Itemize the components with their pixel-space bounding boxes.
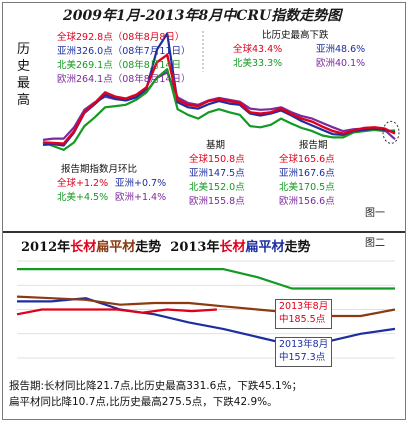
cru-index-plot xyxy=(42,31,400,151)
side-label-char-3: 最 xyxy=(17,76,31,91)
peak-asia: 亚洲326.0点（08年7月11日） xyxy=(57,46,191,57)
mom-global: 全球+1.2% xyxy=(57,178,109,189)
base-europe: 欧洲155.8点 xyxy=(189,196,245,207)
steel-series-line-2 xyxy=(16,295,396,318)
decline-europe: 欧洲40.1% xyxy=(316,58,366,69)
steel-trend-chart: 2012年长材扁平材走势 2013年长材扁平材走势 图二 2013年8月 中18… xyxy=(3,233,405,419)
peak-europe: 欧洲264.1点（08年8月14日） xyxy=(57,74,191,85)
cru-chart-title: 2009年1月-2013年8月中CRU指数走势图 xyxy=(63,8,342,24)
report-global: 全球165.6点 xyxy=(279,154,335,165)
base-period-title: 基期 xyxy=(206,140,226,151)
report-asia: 亚洲167.6点 xyxy=(279,168,335,179)
steel-series-line-3 xyxy=(16,308,217,316)
figure-tag-2: 图二 xyxy=(365,238,385,249)
report-period-title: 报告期 xyxy=(299,140,328,151)
report-note-line-2: 扁平材同比降10.7点,比历史最高275.5点，下跌42.9%。 xyxy=(9,396,278,408)
decline-global: 全球43.4% xyxy=(233,44,283,55)
cru-index-chart: 2009年1月-2013年8月中CRU指数走势图 历 史 最 高 全球292.8… xyxy=(3,3,405,231)
side-label-char-1: 历 xyxy=(17,42,31,57)
cru-series-line-0 xyxy=(42,53,396,145)
base-asia: 亚洲147.5点 xyxy=(189,168,245,179)
side-label-char-4: 高 xyxy=(17,93,31,108)
mom-asia: 亚洲+0.7% xyxy=(115,178,167,189)
peak-global: 全球292.8点（08年8月8日） xyxy=(57,32,185,43)
base-north-america: 北美152.0点 xyxy=(189,182,245,193)
decline-asia: 亚洲48.6% xyxy=(316,44,366,55)
report-note-line-1: 报告期:长材同比降21.7点,比历史最高331.6点，下跌45.1%； xyxy=(9,380,303,392)
report-north-america: 北美170.5点 xyxy=(279,182,335,193)
cru-series-line-1 xyxy=(42,32,396,147)
cru-series-line-2 xyxy=(42,68,396,151)
report-europe: 欧洲156.6点 xyxy=(279,196,335,207)
decline-north-america: 北美33.3% xyxy=(233,58,283,69)
mom-north-america: 北美+4.5% xyxy=(57,192,109,203)
current-point-marker xyxy=(382,120,400,144)
callout-long-product: 2013年8月 中185.5点 xyxy=(275,299,333,329)
figure-tag-1: 图一 xyxy=(365,208,385,219)
mom-europe: 欧洲+1.4% xyxy=(115,192,167,203)
callout-flat-product: 2013年8月 中157.3点 xyxy=(275,337,333,367)
chart-frame: 2009年1月-2013年8月中CRU指数走势图 历 史 最 高 全球292.8… xyxy=(2,2,406,420)
steel-series-line-0 xyxy=(17,267,395,290)
side-label-char-2: 史 xyxy=(17,59,31,74)
peak-north-america: 北美269.1点（08年8月14日 xyxy=(57,60,181,71)
base-global: 全球150.8点 xyxy=(189,154,245,165)
decline-title: 比历史最高下跌 xyxy=(262,30,329,41)
panel-divider xyxy=(3,231,405,233)
steel-chart-title: 2012年长材扁平材走势 2013年长材扁平材走势 xyxy=(21,240,311,255)
mom-title: 报告期指数月环比 xyxy=(61,164,138,175)
